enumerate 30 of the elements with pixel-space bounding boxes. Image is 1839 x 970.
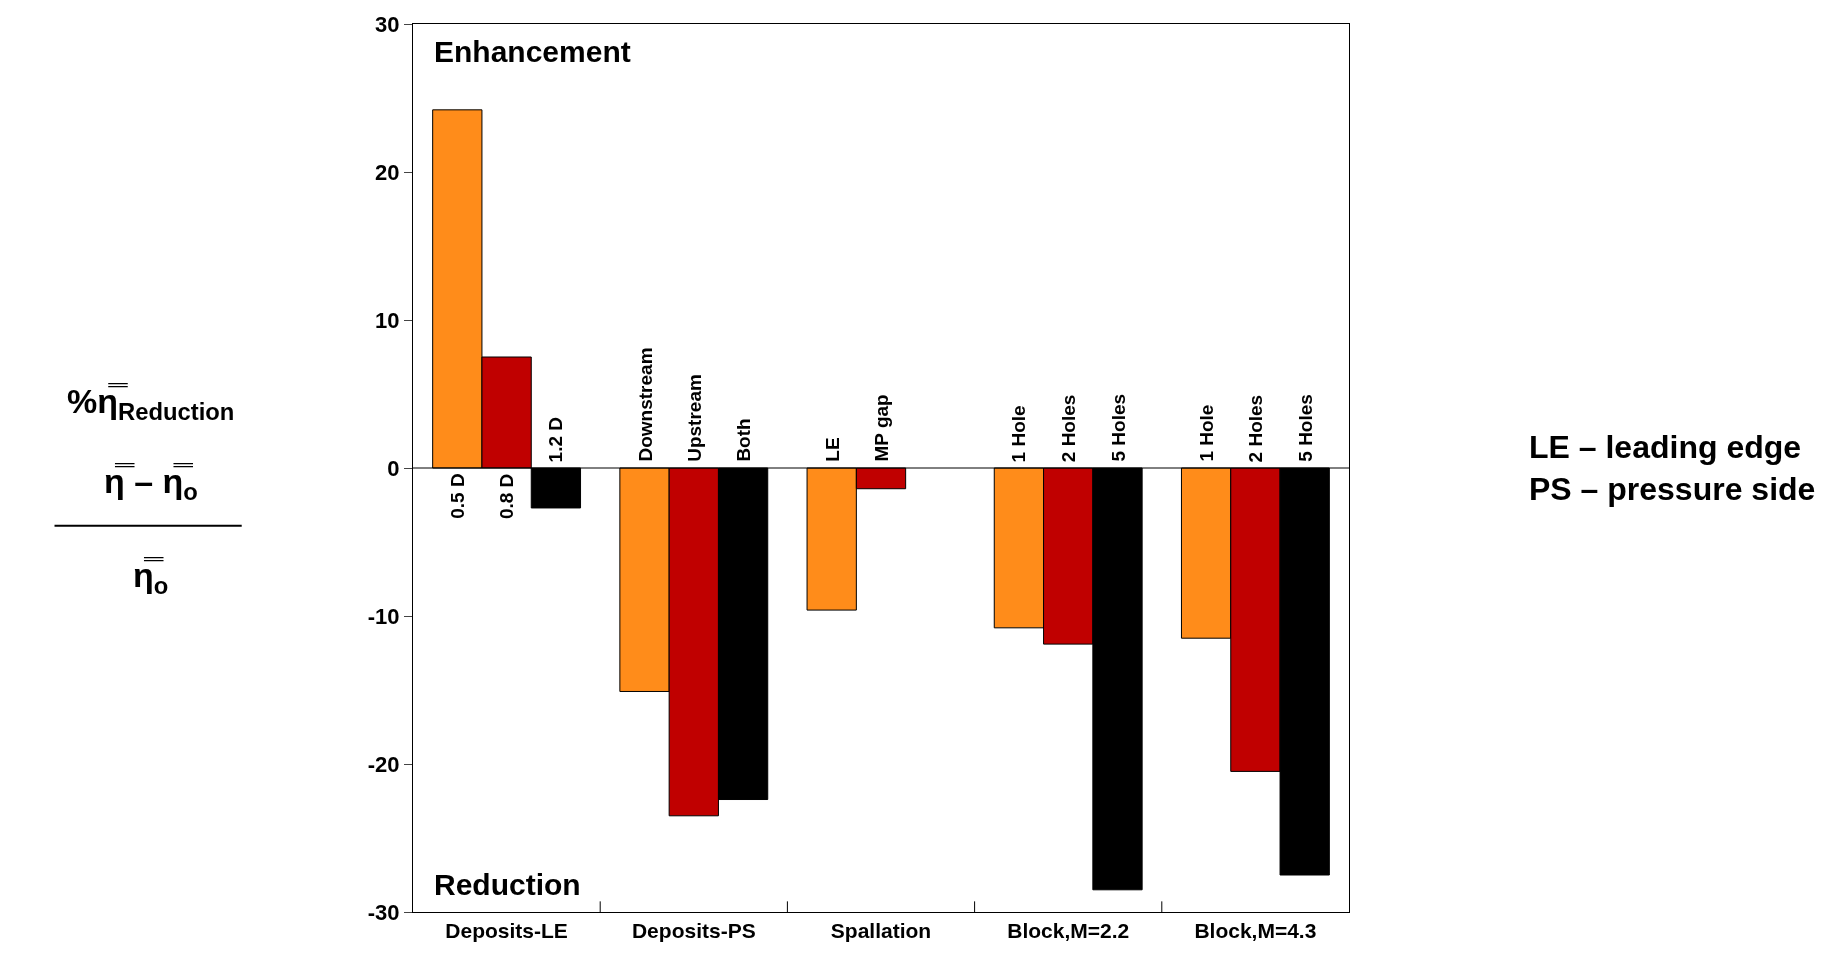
annotation: Enhancement [434,35,631,68]
y-tick-label: 10 [375,307,400,333]
annotation: 5 Holes [1294,394,1316,462]
annotation: 2 Holes [1058,394,1080,463]
annotation: 2 Holes [1245,394,1267,463]
x-tick-label: Block,M=4.3 [1194,919,1317,943]
y-tick-label: 20 [375,159,400,185]
x-tick-label: Block,M=2.2 [1007,919,1130,943]
x-tick-label: Deposits-PS [631,919,756,943]
annotation: MP gap [870,394,892,462]
y-tick-label: 0 [387,455,400,481]
annotation: Both [732,418,754,462]
x-tick-label: Deposits-LE [445,919,568,943]
y-tick-label: 30 [375,11,400,37]
y-tick-label: -20 [367,751,400,777]
annotation: 1 Hole [1195,404,1217,462]
annotation: LE [821,437,843,462]
x-tick-label: Spallation [830,919,932,943]
y-tick-label: -30 [367,899,400,925]
annotation: Reduction [434,868,581,901]
annotation: Upstream [683,374,705,462]
annotation: 0.5 D [446,473,468,519]
text: LE – leading edge PS – pressure side [1529,429,1816,507]
annotation: 0.8 D [496,473,518,520]
text: %η̿$_{Reduction}$ η̿ – η̿$_{o}$ η̿$_{o}$ [67,382,235,600]
y-tick-label: -10 [367,603,400,629]
annotation: 1.2 D [545,416,567,463]
annotation: 1 Hole [1008,405,1030,463]
annotation: Downstream [634,347,656,462]
annotation: 5 Holes [1107,393,1129,462]
